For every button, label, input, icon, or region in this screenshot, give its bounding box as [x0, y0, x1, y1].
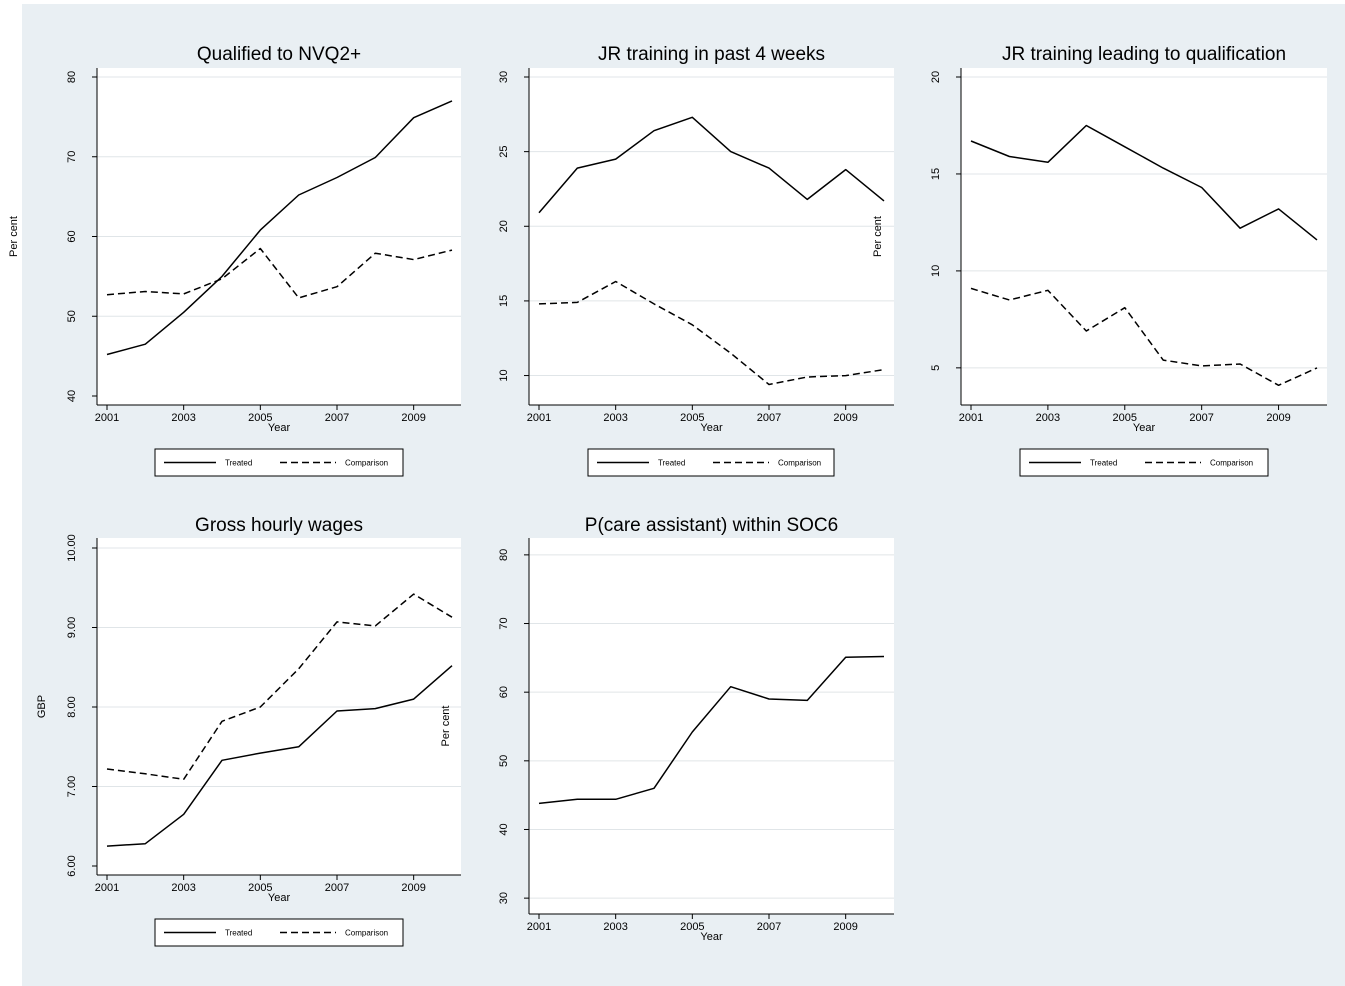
x-tick-label: 2005	[680, 412, 704, 424]
x-tick-label: 2007	[325, 412, 349, 424]
x-axis-label: Year	[268, 892, 291, 904]
y-tick-label: 20	[498, 220, 510, 232]
x-tick-label: 2005	[248, 412, 272, 424]
y-tick-label: 25	[498, 146, 510, 158]
series-line-comparison	[970, 287, 1318, 387]
legend-label-treated: Treated	[225, 929, 252, 938]
chart-panel: 40 50 60 70 80 2001 2003 2005 2007 2009 Year Per ce…	[8, 44, 461, 477]
x-tick-label: 2001	[527, 921, 551, 933]
x-tick-label: 2009	[833, 412, 857, 424]
x-tick-label: 2003	[171, 412, 195, 424]
y-tick-label: 60	[498, 686, 510, 698]
series-line-comparison	[538, 280, 885, 386]
legend: Treated Comparison	[1019, 448, 1269, 477]
y-tick-label: 70	[498, 617, 510, 629]
chart-panel: 10 15 20 25 30 2001 2003 2005 2007 2009 Year Per ce…	[498, 44, 894, 477]
legend: Treated Comparison	[154, 448, 404, 477]
legend-label-treated: Treated	[1090, 459, 1117, 468]
y-tick-label: 10	[930, 265, 942, 277]
y-axis-label: Per cent	[8, 216, 20, 257]
legend-label-comparison: Comparison	[345, 929, 388, 938]
y-tick-label: 10.00	[66, 534, 78, 562]
y-tick-label: 30	[498, 892, 510, 904]
x-tick-label: 2007	[757, 921, 781, 933]
x-tick-label: 2001	[95, 412, 119, 424]
y-tick-label: 5	[930, 365, 942, 371]
y-tick-label: 70	[66, 151, 78, 163]
series-line-comparison	[106, 593, 453, 781]
legend-label-treated: Treated	[225, 459, 252, 468]
y-tick-label: 60	[66, 230, 78, 242]
y-axis-label: Per cent	[440, 706, 452, 747]
x-axis-label: Year	[700, 931, 723, 943]
y-axis-label: Per cent	[872, 216, 884, 257]
x-tick-label: 2007	[1189, 412, 1213, 424]
x-axis-label: Year	[268, 422, 291, 434]
y-tick-label: 15	[498, 295, 510, 307]
x-tick-label: 2005	[680, 921, 704, 933]
y-tick-label: 6.00	[66, 855, 78, 876]
legend-label-comparison: Comparison	[1210, 459, 1253, 468]
y-tick-label: 9.00	[66, 617, 78, 638]
x-tick-label: 2009	[833, 921, 857, 933]
x-tick-label: 2005	[1113, 412, 1137, 424]
y-tick-label: 80	[498, 549, 510, 561]
series-line-treated	[970, 124, 1318, 241]
x-tick-label: 2005	[248, 882, 272, 894]
plot-area	[961, 68, 1327, 405]
y-tick-label: 7.00	[66, 776, 78, 797]
y-axis-label: GBP	[36, 695, 48, 718]
x-tick-label: 2003	[171, 882, 195, 894]
x-tick-label: 2009	[401, 882, 425, 894]
legend-box	[1019, 448, 1269, 477]
chart-title: Gross hourly wages	[195, 515, 363, 536]
x-tick-label: 2007	[757, 412, 781, 424]
x-tick-label: 2001	[95, 882, 119, 894]
series-line-treated	[538, 116, 885, 214]
plot-area	[529, 538, 894, 914]
chart-title: JR training leading to qualification	[1002, 44, 1286, 65]
y-tick-label: 15	[930, 168, 942, 180]
x-axis-label: Year	[1133, 422, 1156, 434]
legend-label-comparison: Comparison	[778, 459, 821, 468]
plot-area	[529, 68, 894, 405]
y-tick-label: 80	[66, 71, 78, 83]
x-tick-label: 2003	[603, 412, 627, 424]
y-tick-label: 40	[66, 390, 78, 402]
chart-panel: 5 10 15 20 2001 2003 2005 2007 2009 Year JR traini…	[930, 44, 1327, 477]
series-line-comparison	[106, 247, 453, 299]
x-tick-label: 2009	[1266, 412, 1290, 424]
x-axis-label: Year	[700, 422, 723, 434]
y-tick-label: 20	[930, 71, 942, 83]
chart-title: Qualified to NVQ2+	[197, 44, 361, 65]
y-tick-label: 8.00	[66, 696, 78, 717]
y-tick-label: 50	[66, 310, 78, 322]
x-tick-label: 2007	[325, 882, 349, 894]
legend-label-treated: Treated	[658, 459, 685, 468]
x-tick-label: 2001	[959, 412, 983, 424]
y-tick-label: 40	[498, 823, 510, 835]
x-tick-label: 2009	[401, 412, 425, 424]
series-line-treated	[106, 665, 453, 847]
legend: Treated Comparison	[587, 448, 835, 477]
y-tick-label: 30	[498, 71, 510, 83]
x-tick-label: 2001	[527, 412, 551, 424]
y-tick-label: 50	[498, 755, 510, 767]
legend: Treated Comparison	[154, 918, 404, 947]
legend-label-comparison: Comparison	[345, 459, 388, 468]
chart-title: P(care assistant) within SOC6	[585, 515, 838, 536]
y-tick-label: 10	[498, 369, 510, 381]
chart-panel: 6.00 7.00 8.00 9.00 10.00 2001 2003 2005 2007 200…	[36, 515, 461, 947]
chart-title: JR training in past 4 weeks	[598, 44, 825, 65]
x-tick-label: 2003	[603, 921, 627, 933]
series-line-treated	[538, 655, 885, 805]
series-line-treated	[106, 100, 453, 356]
x-tick-label: 2003	[1036, 412, 1060, 424]
chart-panel: 30 40 50 60 70 80 2001 2003 2005 2007 2009 Year Per …	[440, 515, 894, 943]
